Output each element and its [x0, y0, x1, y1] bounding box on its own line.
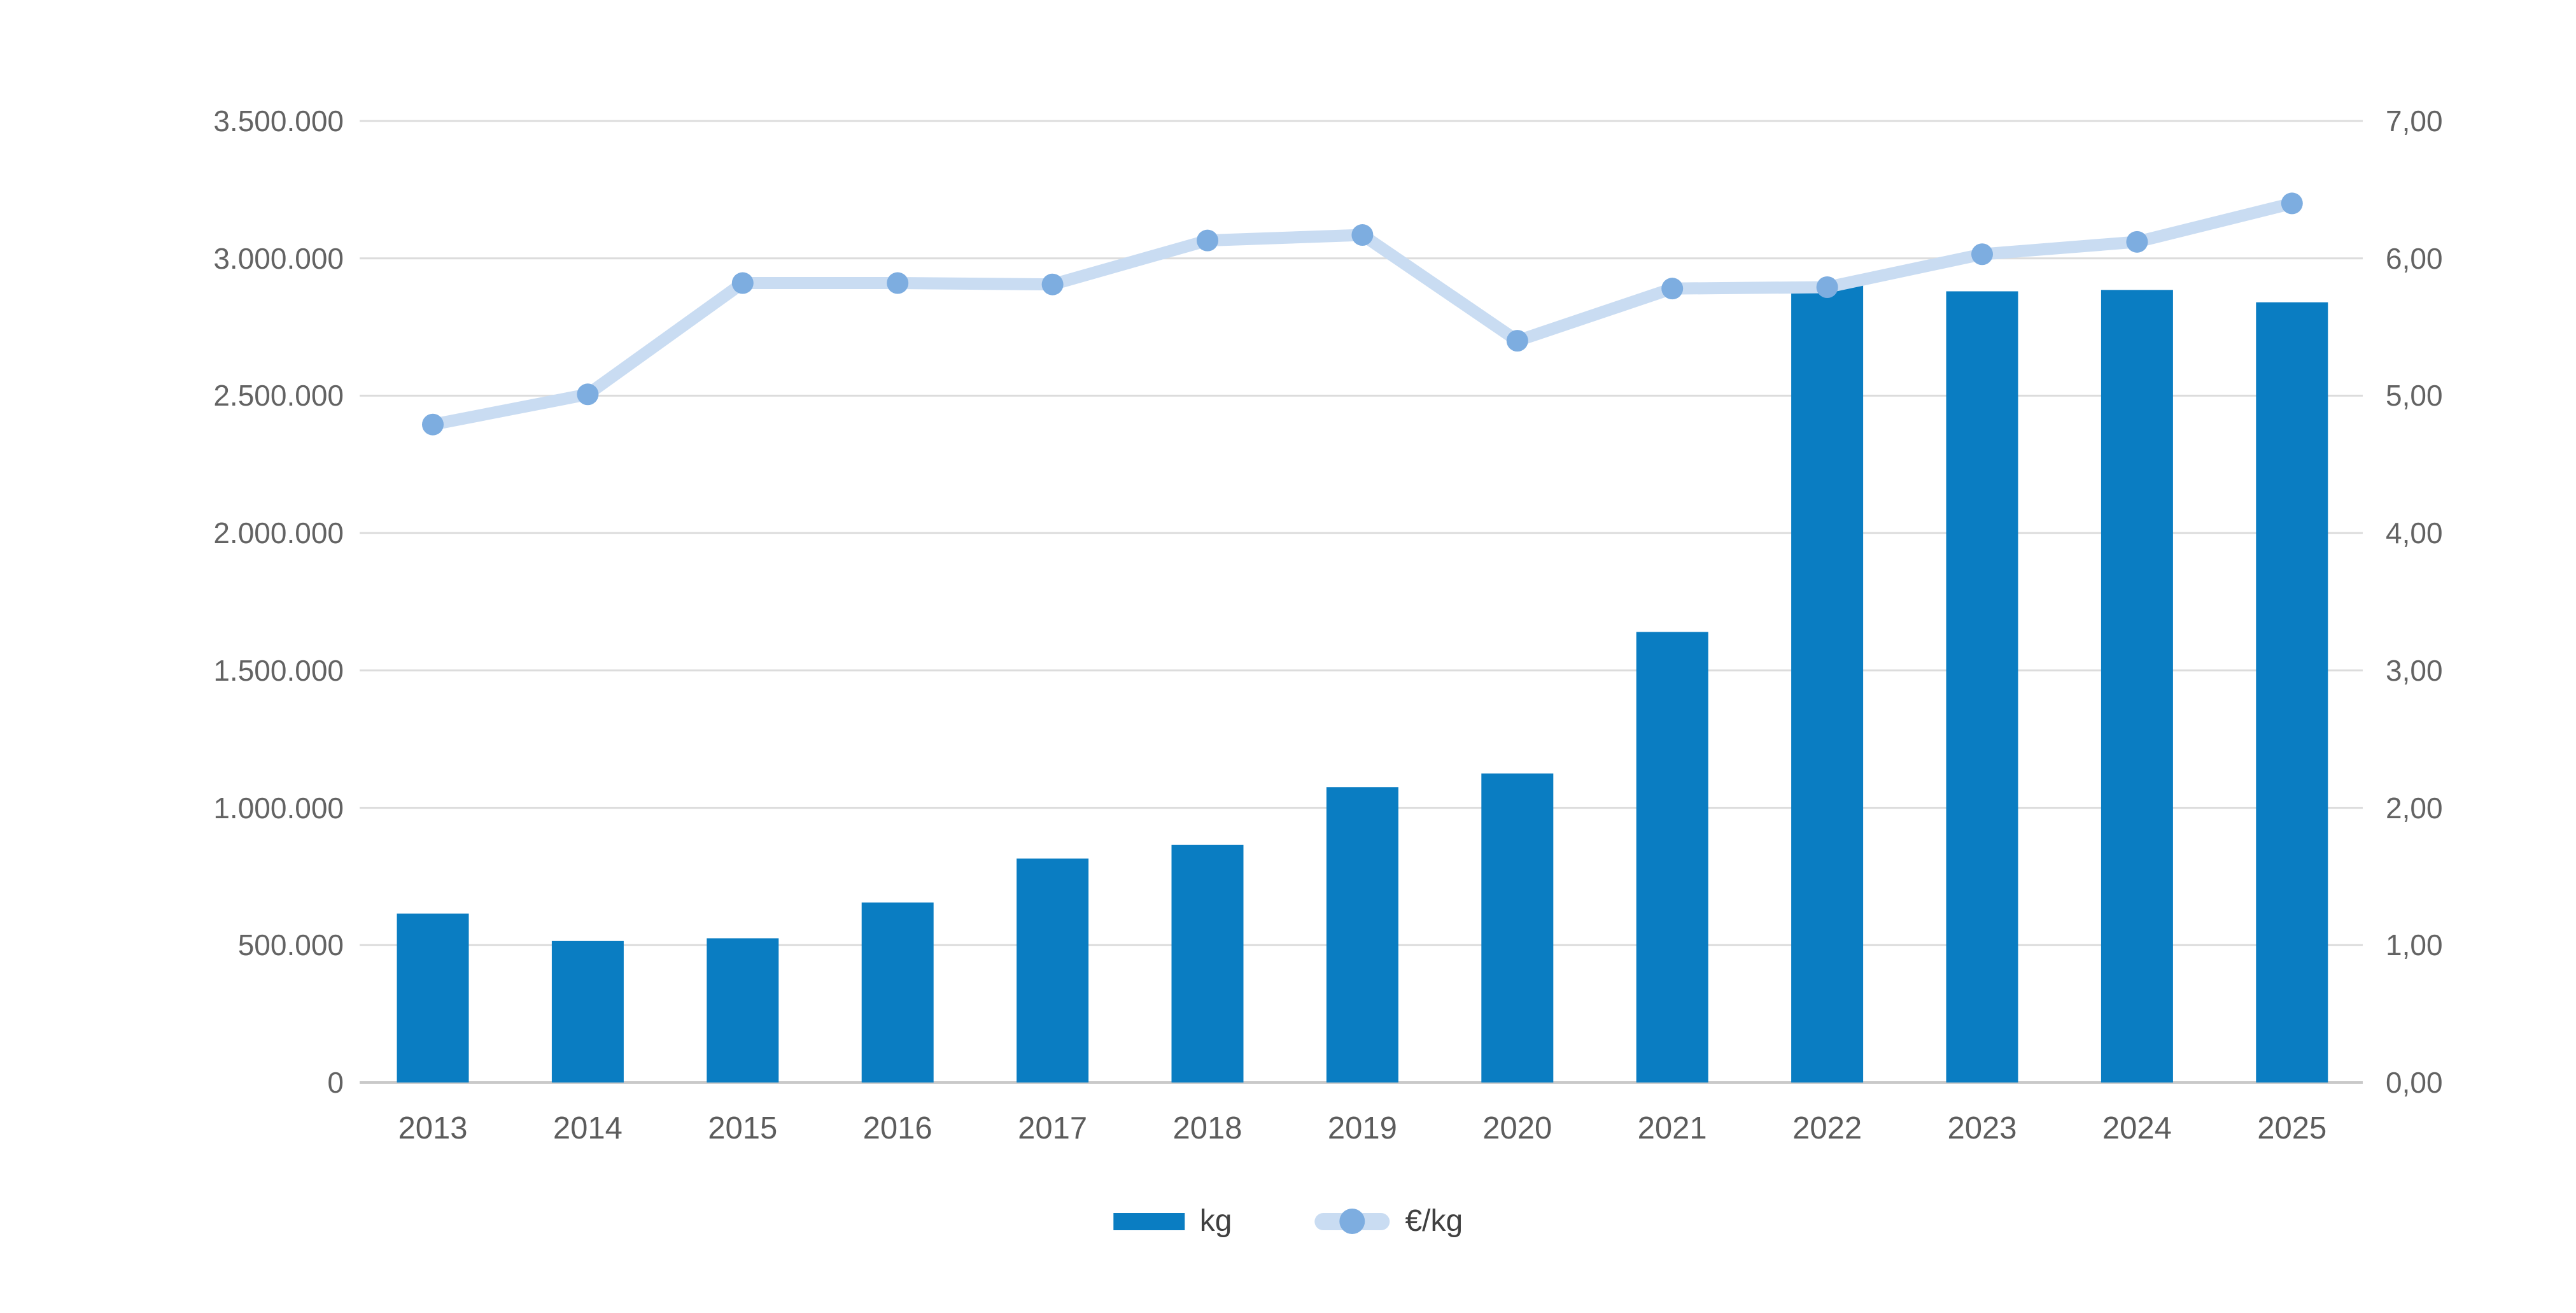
- left-axis-tick-3: 1.500.000: [213, 653, 344, 687]
- x-axis-label-2022: 2022: [1792, 1111, 1862, 1146]
- x-axis-label-2015: 2015: [708, 1111, 778, 1146]
- legend-item-kg[interactable]: kg: [1113, 1205, 1232, 1238]
- right-axis-tick-6: 6,00: [2386, 241, 2443, 275]
- right-axis-tick-5: 5,00: [2386, 379, 2443, 413]
- line-point-2019[interactable]: [1351, 224, 1374, 246]
- right-axis-tick-1: 1,00: [2386, 928, 2443, 962]
- x-axis-label-2020: 2020: [1482, 1111, 1552, 1146]
- x-axis-label-2016: 2016: [862, 1111, 933, 1146]
- line-point-2018[interactable]: [1197, 229, 1218, 252]
- x-axis-label-2024: 2024: [2102, 1111, 2172, 1146]
- bar-2014[interactable]: [551, 940, 624, 1082]
- left-axis-tick-5: 2.500.000: [213, 379, 344, 413]
- bar-series-layer: [397, 281, 2328, 1082]
- line-point-2022[interactable]: [1816, 276, 1838, 299]
- bar-2021[interactable]: [1636, 632, 1708, 1082]
- line-series-layer: [422, 192, 2303, 436]
- right-axis-tick-0: 0,00: [2386, 1066, 2443, 1099]
- x-axis-label-2017: 2017: [1018, 1111, 1088, 1146]
- bar-2013[interactable]: [397, 913, 469, 1082]
- bar-2023[interactable]: [1946, 291, 2018, 1082]
- eur-per-kg-line-swatch-icon: [1314, 1209, 1390, 1234]
- bar-2019[interactable]: [1326, 787, 1398, 1082]
- right-axis-tick-7: 7,00: [2386, 104, 2443, 138]
- line-point-2017[interactable]: [1041, 273, 1064, 295]
- x-axis-label-2023: 2023: [1947, 1111, 2017, 1146]
- legend-label-eur-per-kg: €/kg: [1405, 1204, 1463, 1238]
- left-axis-tick-0: 0: [327, 1066, 344, 1099]
- bar-2015[interactable]: [707, 938, 779, 1083]
- line-point-2021[interactable]: [1661, 278, 1684, 300]
- left-axis-tick-1: 500.000: [237, 928, 344, 962]
- x-axis-label-2019: 2019: [1327, 1111, 1397, 1146]
- x-axis-label-2025: 2025: [2257, 1111, 2327, 1146]
- x-axis-label-2013: 2013: [398, 1111, 468, 1146]
- legend-label-kg: kg: [1199, 1204, 1232, 1238]
- gridlines-layer: [360, 120, 2363, 1084]
- bar-2024[interactable]: [2101, 290, 2173, 1082]
- bar-2022[interactable]: [1791, 281, 1864, 1082]
- bar-2020[interactable]: [1481, 773, 1554, 1082]
- line-point-2016[interactable]: [887, 272, 909, 294]
- x-axis-label-2021: 2021: [1637, 1111, 1707, 1146]
- legend-item-eur-per-kg[interactable]: €/kg: [1314, 1205, 1463, 1238]
- bar-2017[interactable]: [1017, 858, 1089, 1082]
- line-point-2014[interactable]: [577, 383, 599, 406]
- line-point-2024[interactable]: [2126, 231, 2148, 253]
- bar-2025[interactable]: [2256, 302, 2328, 1082]
- x-axis-label-2018: 2018: [1172, 1111, 1242, 1146]
- line-point-2020[interactable]: [1506, 330, 1528, 352]
- x-axis-label-2014: 2014: [553, 1111, 623, 1146]
- bar-2018[interactable]: [1171, 844, 1244, 1082]
- left-axis-tick-7: 3.500.000: [213, 104, 344, 138]
- eur-per-kg-marker-icon: [1339, 1209, 1365, 1234]
- line-point-2013[interactable]: [422, 413, 444, 436]
- line-point-2015[interactable]: [731, 272, 754, 294]
- right-axis-tick-2: 2,00: [2386, 791, 2443, 825]
- bar-2016[interactable]: [861, 902, 934, 1082]
- line-point-2023[interactable]: [1971, 243, 1993, 266]
- line-point-2025[interactable]: [2281, 192, 2303, 215]
- kg-bar-swatch-icon: [1113, 1212, 1185, 1230]
- left-axis-tick-6: 3.000.000: [213, 241, 344, 275]
- left-axis-tick-4: 2.000.000: [213, 516, 344, 550]
- right-axis-tick-4: 4,00: [2386, 516, 2443, 550]
- left-axis-tick-2: 1.000.000: [213, 791, 344, 825]
- legend: kg €/kg: [1113, 1205, 1463, 1238]
- right-axis-tick-3: 3,00: [2386, 653, 2443, 687]
